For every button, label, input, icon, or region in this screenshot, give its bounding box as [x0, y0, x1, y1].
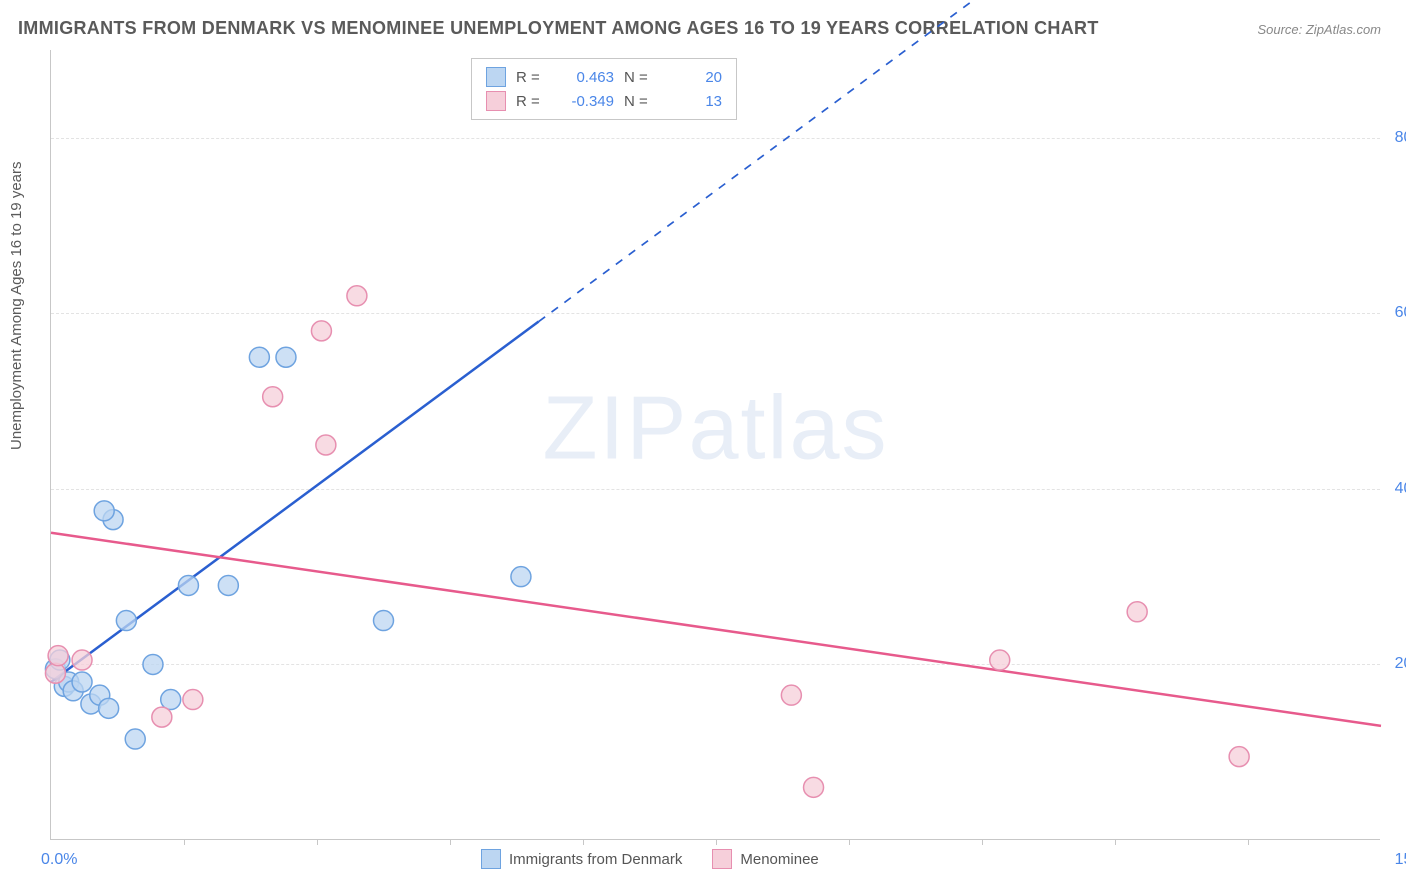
x-tick-mark [583, 839, 584, 845]
data-point [218, 575, 238, 595]
y-axis-label: Unemployment Among Ages 16 to 19 years [8, 161, 25, 450]
data-point [781, 685, 801, 705]
data-point [511, 567, 531, 587]
r-value-series2: -0.349 [554, 93, 614, 110]
x-tick-mark [450, 839, 451, 845]
swatch-series1 [486, 67, 506, 87]
data-point [183, 690, 203, 710]
data-point [316, 435, 336, 455]
x-tick-mark [1248, 839, 1249, 845]
swatch-series2 [486, 91, 506, 111]
x-axis-max-label: 15.0% [1395, 851, 1406, 869]
correlation-legend: R = 0.463 N = 20 R = -0.349 N = 13 [471, 58, 737, 120]
y-tick-label: 80.0% [1385, 129, 1406, 147]
scatter-svg [51, 50, 1380, 839]
n-label: N = [624, 69, 652, 86]
data-point [374, 611, 394, 631]
n-label: N = [624, 93, 652, 110]
data-point [263, 387, 283, 407]
source-attribution: Source: ZipAtlas.com [1257, 22, 1381, 37]
x-axis-min-label: 0.0% [41, 851, 77, 869]
x-tick-mark [317, 839, 318, 845]
legend-item-series1: Immigrants from Denmark [481, 849, 682, 869]
y-tick-label: 40.0% [1385, 480, 1406, 498]
series-legend: Immigrants from Denmark Menominee [481, 849, 819, 869]
data-point [116, 611, 136, 631]
data-point [1127, 602, 1147, 622]
x-tick-mark [1115, 839, 1116, 845]
data-point [72, 672, 92, 692]
data-point [347, 286, 367, 306]
swatch-series1 [481, 849, 501, 869]
r-label: R = [516, 69, 544, 86]
r-value-series1: 0.463 [554, 69, 614, 86]
data-point [311, 321, 331, 341]
legend-item-series2: Menominee [712, 849, 818, 869]
data-point [94, 501, 114, 521]
legend-row-series2: R = -0.349 N = 13 [486, 89, 722, 113]
x-tick-mark [716, 839, 717, 845]
swatch-series2 [712, 849, 732, 869]
data-point [249, 347, 269, 367]
data-point [48, 646, 68, 666]
n-value-series2: 13 [662, 93, 722, 110]
chart-title: IMMIGRANTS FROM DENMARK VS MENOMINEE UNE… [18, 18, 1099, 39]
data-point [152, 707, 172, 727]
plot-area: ZIPatlas 20.0%40.0%60.0%80.0% R = 0.463 … [50, 50, 1380, 840]
data-point [99, 698, 119, 718]
data-point [143, 654, 163, 674]
series1-name: Immigrants from Denmark [509, 851, 682, 868]
data-point [276, 347, 296, 367]
trend-line-solid [51, 533, 1381, 726]
legend-row-series1: R = 0.463 N = 20 [486, 65, 722, 89]
n-value-series1: 20 [662, 69, 722, 86]
x-tick-mark [982, 839, 983, 845]
x-tick-mark [184, 839, 185, 845]
x-tick-mark [849, 839, 850, 845]
data-point [804, 777, 824, 797]
series2-name: Menominee [740, 851, 818, 868]
data-point [1229, 747, 1249, 767]
r-label: R = [516, 93, 544, 110]
y-tick-label: 20.0% [1385, 655, 1406, 673]
data-point [72, 650, 92, 670]
data-point [990, 650, 1010, 670]
data-point [45, 663, 65, 683]
trend-line-dashed [539, 0, 1381, 322]
data-point [125, 729, 145, 749]
y-tick-label: 60.0% [1385, 304, 1406, 322]
data-point [178, 575, 198, 595]
